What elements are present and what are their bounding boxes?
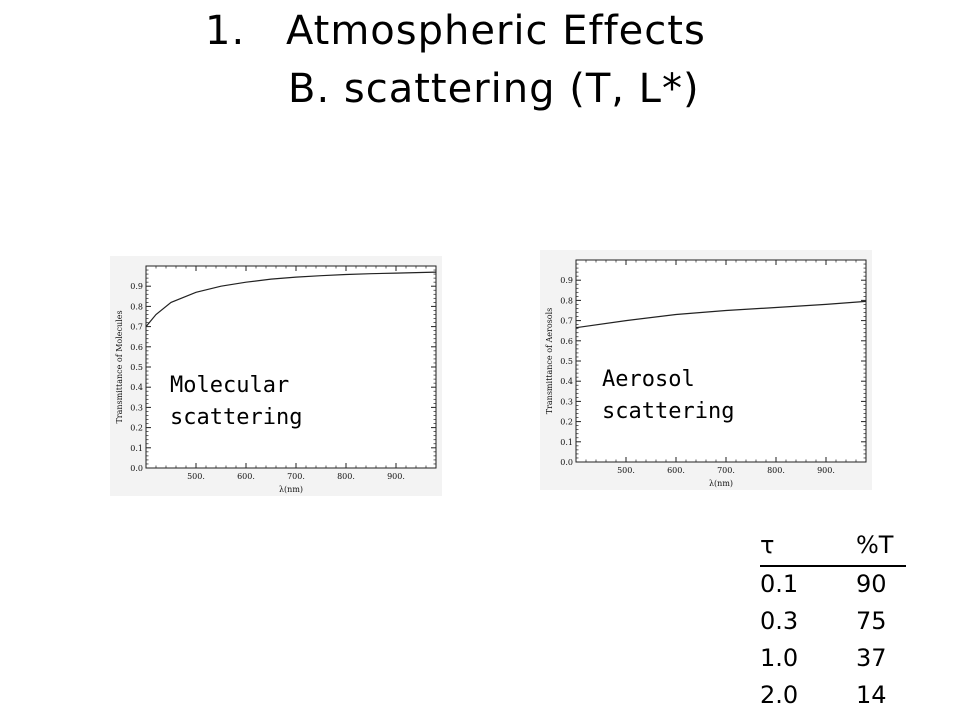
molecular-xtick-label: 800. — [337, 472, 355, 481]
molecular-ytick-label: 0.3 — [130, 403, 143, 412]
table-cell-percent: 90 — [856, 570, 887, 598]
title-number: 1. — [205, 8, 246, 54]
aerosol-xtick-label: 600. — [667, 466, 685, 475]
aerosol-ytick-label: 0.7 — [560, 317, 573, 326]
table-cell-tau: 1.0 — [760, 644, 799, 672]
molecular-ytick-label: 0.5 — [130, 363, 143, 372]
table-row: 0.1 90 — [760, 567, 906, 604]
aerosol-xtick-label: 800. — [767, 466, 785, 475]
molecular-caption-line1: Molecular — [170, 373, 290, 398]
molecular-ytick-label: 0.7 — [130, 323, 143, 332]
aerosol-ytick-label: 0.5 — [560, 357, 573, 366]
molecular-caption: Molecular scattering — [164, 366, 309, 438]
molecular-ytick-label: 0.1 — [130, 444, 143, 453]
aerosol-xtick-label: 700. — [717, 466, 735, 475]
aerosol-ytick-label: 0.9 — [560, 276, 573, 285]
molecular-ytick-label: 0.2 — [130, 424, 143, 433]
table-row: 2.0 14 — [760, 678, 906, 715]
aerosol-caption-line2: scattering — [602, 399, 735, 424]
molecular-transmittance-line — [145, 271, 437, 327]
table-cell-percent: 14 — [856, 681, 887, 709]
aerosol-ylabel: Transmittance of Aerosols — [545, 308, 554, 415]
aerosol-ytick-label: 0.6 — [560, 337, 573, 346]
aerosol-caption: Aerosol scattering — [596, 360, 741, 432]
aerosol-caption-line1: Aerosol — [602, 367, 695, 392]
aerosol-ytick-label: 0.8 — [560, 296, 573, 305]
table-cell-percent: 75 — [856, 607, 887, 635]
page-title: Atmospheric Effects — [286, 8, 706, 54]
header-tau: τ — [760, 531, 775, 559]
aerosol-ytick-label: 0.3 — [560, 397, 573, 406]
molecular-xtick-label: 600. — [237, 472, 255, 481]
table-header-row: τ %T — [760, 528, 906, 567]
molecular-ytick-label: 0.8 — [130, 302, 143, 311]
table-cell-tau: 2.0 — [760, 681, 799, 709]
molecular-xtick-label: 500. — [187, 472, 205, 481]
molecular-ytick-label: 0.9 — [130, 282, 143, 291]
aerosol-ytick-label: 0.4 — [560, 377, 573, 386]
aerosol-xlabel: λ(nm) — [709, 479, 733, 488]
aerosol-transmittance-line — [575, 300, 867, 329]
aerosol-xtick-label: 500. — [617, 466, 635, 475]
molecular-ytick-label: 0.4 — [130, 383, 143, 392]
molecular-caption-line2: scattering — [170, 405, 303, 430]
molecular-ytick-label: 0.0 — [130, 464, 143, 473]
molecular-xtick-label: 700. — [287, 472, 305, 481]
aerosol-xtick-label: 900. — [817, 466, 835, 475]
table-cell-tau: 0.1 — [760, 570, 799, 598]
table-row: 1.0 37 — [760, 641, 906, 678]
molecular-ylabel: Transmittance of Molecules — [115, 310, 124, 423]
page-subtitle: B. scattering (T, L*) — [288, 66, 700, 112]
aerosol-ytick-label: 0.2 — [560, 418, 573, 427]
table-cell-tau: 0.3 — [760, 607, 799, 635]
header-percent-t: %T — [856, 531, 894, 559]
table-cell-percent: 37 — [856, 644, 887, 672]
table-row: 0.3 75 — [760, 604, 906, 641]
molecular-xtick-label: 900. — [387, 472, 405, 481]
molecular-ytick-label: 0.6 — [130, 343, 143, 352]
aerosol-ytick-label: 0.1 — [560, 438, 573, 447]
aerosol-ytick-label: 0.0 — [560, 458, 573, 467]
molecular-xlabel: λ(nm) — [279, 485, 303, 494]
tau-transmittance-table: τ %T 0.1 90 0.3 75 1.0 37 2.0 14 — [760, 528, 906, 715]
